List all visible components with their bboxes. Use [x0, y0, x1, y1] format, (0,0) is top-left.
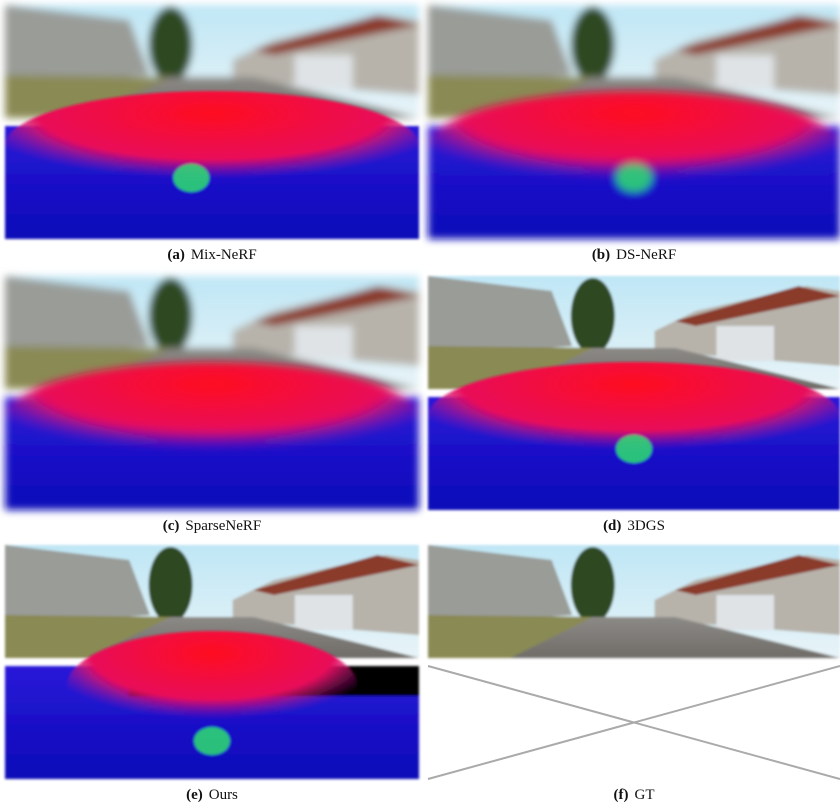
- caption-name: DS-NeRF: [616, 247, 676, 263]
- depth-image: [428, 91, 840, 239]
- caption-label: (d): [603, 518, 621, 534]
- caption-name: SparseNeRF: [185, 518, 261, 534]
- depth-green: [616, 164, 652, 192]
- panel: (b) DS-NeRF: [428, 5, 840, 263]
- depth-image: [5, 91, 419, 239]
- rgb-image: [428, 545, 840, 658]
- caption: (c) SparseNeRF: [163, 518, 261, 534]
- depth-image: [5, 362, 419, 510]
- panel: (d) 3DGS: [428, 276, 840, 534]
- garage: [716, 55, 774, 90]
- caption-label: (c): [163, 518, 180, 534]
- panel: (e) Ours: [5, 545, 419, 803]
- panel: (a) Mix-NeRF: [5, 5, 419, 263]
- garage: [716, 326, 774, 361]
- caption-name: Mix-NeRF: [191, 247, 257, 263]
- caption: (f) GT: [614, 787, 655, 803]
- figure: (a) Mix-NeRF (b) DS-NeRF (c) SparseNeRF (d) 3DG…: [0, 0, 840, 804]
- depth-red: [5, 362, 419, 472]
- depth-green: [194, 727, 230, 755]
- tree: [571, 278, 615, 354]
- depth-green: [616, 435, 652, 463]
- garage: [295, 326, 353, 361]
- caption-name: 3DGS: [627, 518, 665, 534]
- caption-label: (f): [614, 787, 629, 803]
- garage: [295, 55, 353, 90]
- caption-name: GT: [635, 787, 655, 803]
- depth-red: [67, 631, 357, 741]
- depth-green: [173, 164, 209, 192]
- tree: [571, 547, 615, 623]
- caption: (a) Mix-NeRF: [167, 247, 256, 263]
- depth-red: [5, 91, 419, 201]
- panel: (f) GT: [428, 545, 840, 803]
- garage: [295, 595, 353, 630]
- tree: [149, 547, 193, 623]
- caption-label: (e): [186, 787, 203, 803]
- caption-name: Ours: [209, 787, 238, 803]
- caption-label: (a): [167, 247, 185, 263]
- tree: [149, 278, 193, 354]
- caption: (e) Ours: [186, 787, 238, 803]
- tree: [571, 7, 615, 83]
- tree: [149, 7, 193, 83]
- caption: (b) DS-NeRF: [592, 247, 676, 263]
- garage: [716, 595, 774, 630]
- depth-image: [428, 362, 840, 510]
- caption: (d) 3DGS: [603, 518, 665, 534]
- caption-label: (b): [592, 247, 610, 263]
- panel: (c) SparseNeRF: [5, 276, 419, 534]
